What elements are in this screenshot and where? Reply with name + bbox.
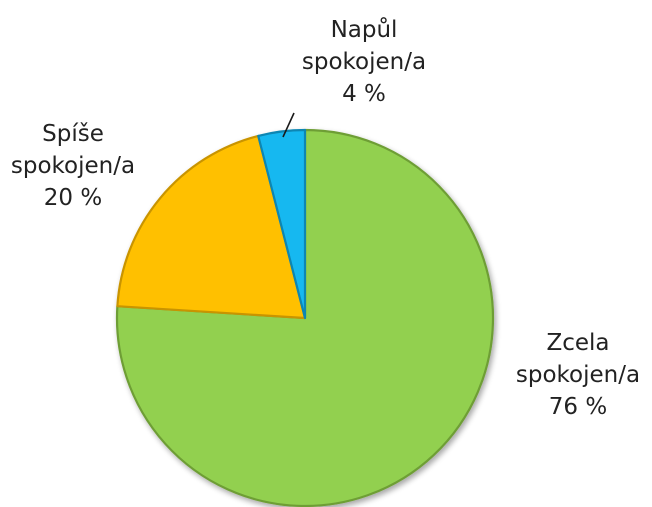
data-label-value: 76 %: [549, 394, 607, 420]
data-label-zcela-spokojen: Zcela spokojen/a 76 %: [516, 330, 640, 420]
data-label-line: spokojen/a: [11, 153, 135, 179]
data-label-spise-spokojen: Spíše spokojen/a 20 %: [11, 121, 135, 211]
data-label-napul-spokojen: Napůl spokojen/a 4 %: [302, 16, 426, 107]
pie-labels: Zcela spokojen/a 76 % Spíše spokojen/a 20 % Na…: [11, 16, 640, 420]
slice-zcela-spokojen: [115, 128, 495, 507]
data-label-line: Spíše: [42, 121, 104, 147]
slice-spise-spokojen: [116, 134, 307, 320]
data-label-line: Napůl: [331, 16, 398, 43]
data-label-value: 20 %: [44, 185, 102, 211]
data-label-line: spokojen/a: [302, 49, 426, 75]
leader-line: [282, 112, 295, 138]
slice-napul-spokojen: [257, 128, 307, 320]
data-label-line: Zcela: [546, 330, 609, 356]
data-label-line: spokojen/a: [516, 362, 640, 388]
data-label-value: 4 %: [342, 81, 386, 107]
pie-slices: [115, 128, 495, 507]
